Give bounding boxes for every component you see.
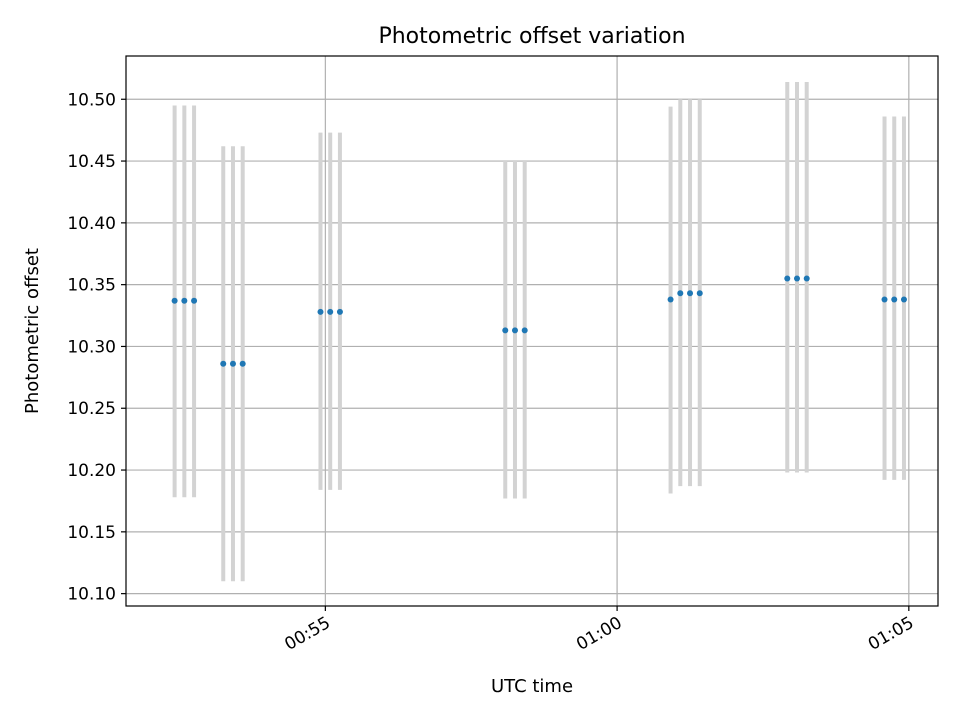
x-axis-label: UTC time xyxy=(491,676,573,697)
data-point xyxy=(502,327,509,334)
data-point xyxy=(239,360,246,367)
y-axis-label: Photometric offset xyxy=(22,248,43,414)
data-point xyxy=(891,296,898,303)
data-point xyxy=(327,308,334,315)
data-point xyxy=(181,297,188,304)
grid xyxy=(126,56,938,606)
data-point xyxy=(667,296,674,303)
data-point xyxy=(900,296,907,303)
chart-title: Photometric offset variation xyxy=(378,24,685,49)
data-point xyxy=(220,360,227,367)
y-tick-label: 10.35 xyxy=(67,276,116,296)
y-tick-label: 10.45 xyxy=(67,152,116,172)
data-point xyxy=(336,308,343,315)
data-point xyxy=(317,308,324,315)
data-point xyxy=(696,290,703,297)
data-point xyxy=(171,297,178,304)
y-tick-label: 10.20 xyxy=(67,461,116,481)
data-point xyxy=(511,327,518,334)
data-point xyxy=(191,297,198,304)
data-point xyxy=(687,290,694,297)
data-point xyxy=(521,327,528,334)
data-point xyxy=(881,296,888,303)
data-point xyxy=(803,275,810,282)
y-tick-label: 10.15 xyxy=(67,523,116,543)
data-point xyxy=(784,275,791,282)
y-tick-label: 10.10 xyxy=(67,585,116,605)
data-point xyxy=(793,275,800,282)
y-tick-label: 10.30 xyxy=(67,337,116,357)
plot-frame xyxy=(125,55,939,607)
y-tick-label: 10.50 xyxy=(67,90,116,110)
data-points xyxy=(171,275,907,367)
y-tick-label: 10.25 xyxy=(67,399,116,419)
y-tick-label: 10.40 xyxy=(67,214,116,234)
y-axis-ticks: 10.10 10.15 10.20 10.25 10.30 10.35 10.40 10.45… xyxy=(67,90,126,605)
data-point xyxy=(229,360,236,367)
data-point xyxy=(677,290,684,297)
